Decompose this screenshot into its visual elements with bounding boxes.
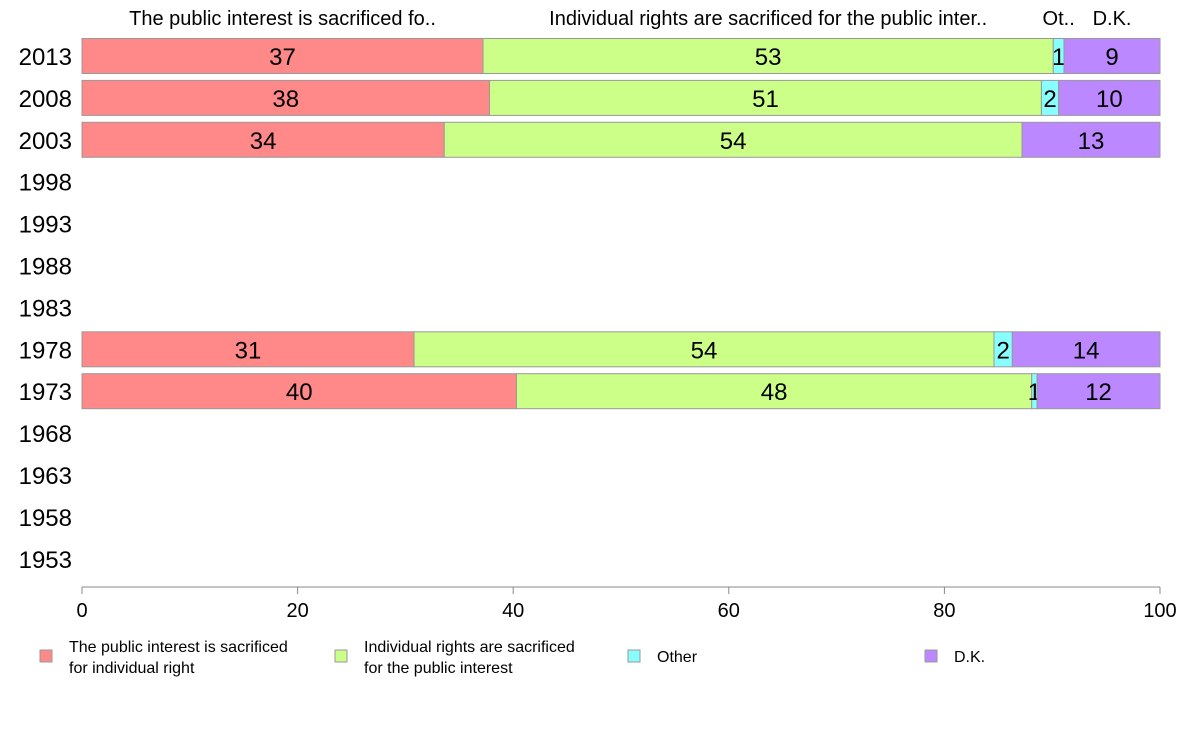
legend-swatch-2 [627,649,641,663]
value-label-1973-series-1: 48 [761,379,788,406]
legend-label-0-line-0: The public interest is sacrificed [69,639,288,656]
year-label-2008: 2008 [19,86,72,113]
value-label-1978-series-3: 14 [1073,337,1100,364]
value-label-2013-series-1: 53 [755,44,782,71]
column-header-0: The public interest is sacrificed fo.. [129,8,436,30]
year-label-2003: 2003 [19,128,72,155]
value-label-2013-series-2: 1 [1052,44,1065,71]
year-label-1998: 1998 [19,170,72,197]
year-label-1978: 1978 [19,337,72,364]
year-label-1983: 1983 [19,295,72,322]
legend: The public interest is sacrificed for ind… [39,639,985,677]
year-label-2013: 2013 [19,44,72,71]
value-label-2013-series-3: 9 [1105,44,1118,71]
value-label-1978-series-2: 2 [996,337,1009,364]
value-label-2003-series-3: 13 [1078,128,1105,155]
bar-2013-series-1 [482,38,1054,74]
bar-2003-series-0 [81,121,445,158]
value-label-1973-series-3: 12 [1085,379,1112,406]
value-label-2008-series-1: 51 [752,86,779,113]
value-label-2003-series-0: 34 [250,128,277,155]
bar-1973-series-1 [515,373,1033,410]
x-tick-label-100: 100 [1143,600,1176,622]
legend-label-1-line-1: for the public interest [364,660,513,677]
year-label-1968: 1968 [19,421,72,448]
x-tick-label-0: 0 [76,600,87,622]
bar-2013-series-3 [1063,38,1161,74]
year-label-1973: 1973 [19,379,72,406]
year-label-1993: 1993 [19,212,72,239]
bar-2003-series-3 [1021,121,1161,158]
column-header-3: D.K. [1093,8,1132,30]
bar-1978-series-3 [1011,331,1161,368]
value-label-1978-series-1: 54 [691,337,718,364]
bar-2003-series-1 [443,121,1023,158]
bar-1973-series-0 [81,373,517,410]
legend-label-2-line-0: Other [657,649,698,666]
legend-swatch-0 [39,649,53,663]
value-label-2008-series-3: 10 [1096,86,1123,113]
bar-2008-series-3 [1058,79,1161,116]
value-label-2008-series-0: 38 [272,86,299,113]
year-label-1988: 1988 [19,254,72,281]
bar-2013-series-0 [81,38,484,74]
year-label-1958: 1958 [19,505,72,532]
legend-label-3-line-0: D.K. [954,649,985,666]
value-label-2003-series-1: 54 [720,128,747,155]
bar-2008-series-1 [488,79,1042,116]
bar-1973-series-3 [1036,373,1161,410]
x-tick-label-60: 60 [718,600,740,622]
legend-label-1-line-0: Individual rights are sacrificed [364,639,575,656]
legend-label-0-line-1: for individual right [69,660,195,677]
bar-1978-series-1 [413,331,995,368]
value-label-2013-series-0: 37 [269,44,296,71]
bar-1978-series-0 [81,331,415,368]
value-label-2008-series-2: 2 [1043,86,1056,113]
x-tick-label-40: 40 [502,600,524,622]
legend-swatch-1 [334,649,348,663]
year-label-1963: 1963 [19,463,72,490]
x-axis: 0 20 40 60 80 100 [76,586,1177,622]
year-label-1953: 1953 [19,547,72,574]
legend-swatch-3 [924,649,938,663]
column-header-2: Ot.. [1043,8,1075,30]
x-tick-label-20: 20 [286,600,308,622]
value-label-1978-series-0: 31 [235,337,262,364]
x-tick-label-80: 80 [933,600,955,622]
column-headers: The public interest is sacrificed fo.. In… [129,8,1131,30]
year-labels: 2013 2008 2003 1998 1993 1988 1983 1978 1973 1968… [19,44,72,574]
value-label-1973-series-0: 40 [286,379,313,406]
column-header-1: Individual rights are sacrificed for the… [549,8,987,30]
